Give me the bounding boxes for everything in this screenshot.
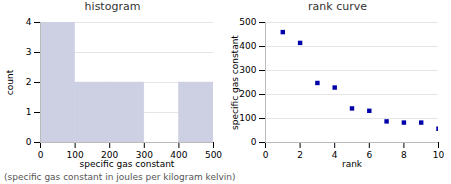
- svg-text:100: 100: [239, 113, 256, 123]
- svg-text:10: 10: [433, 150, 445, 160]
- svg-text:4: 4: [332, 150, 338, 160]
- svg-text:8: 8: [401, 150, 407, 160]
- svg-text:0: 0: [263, 150, 269, 160]
- svg-text:0: 0: [38, 150, 44, 160]
- svg-text:500: 500: [205, 150, 222, 160]
- svg-text:200: 200: [101, 149, 119, 160]
- svg-text:2: 2: [297, 150, 303, 160]
- svg-text:0: 0: [251, 137, 257, 147]
- html-text:histogram: histogram: [84, 0, 141, 13]
- svg-text:400: 400: [239, 41, 256, 51]
- svg-text:4: 4: [26, 17, 32, 27]
- svg-text:count: count: [5, 69, 15, 95]
- svg-text:3: 3: [26, 47, 32, 57]
- svg-text:300: 300: [239, 65, 256, 75]
- svg-text:100: 100: [66, 149, 84, 160]
- svg-text:500: 500: [239, 17, 256, 27]
- svg-text:specific gas constant: specific gas constant: [230, 35, 240, 130]
- svg-text:400: 400: [170, 149, 188, 160]
- svg-text:0: 0: [26, 137, 32, 147]
- html-text:(specific gas constant in joul: (specific gas constant in joules per kil…: [4, 172, 236, 182]
- svg-text:specific gas constant: specific gas constant: [80, 159, 175, 169]
- svg-text:6: 6: [366, 150, 372, 160]
- svg-text:300: 300: [135, 149, 153, 160]
- svg-text:200: 200: [239, 89, 256, 99]
- svg-text:rank: rank: [342, 159, 363, 169]
- html-text:rank curve: rank curve: [308, 0, 367, 13]
- svg-text:1: 1: [26, 107, 32, 117]
- svg-text:2: 2: [26, 77, 32, 87]
